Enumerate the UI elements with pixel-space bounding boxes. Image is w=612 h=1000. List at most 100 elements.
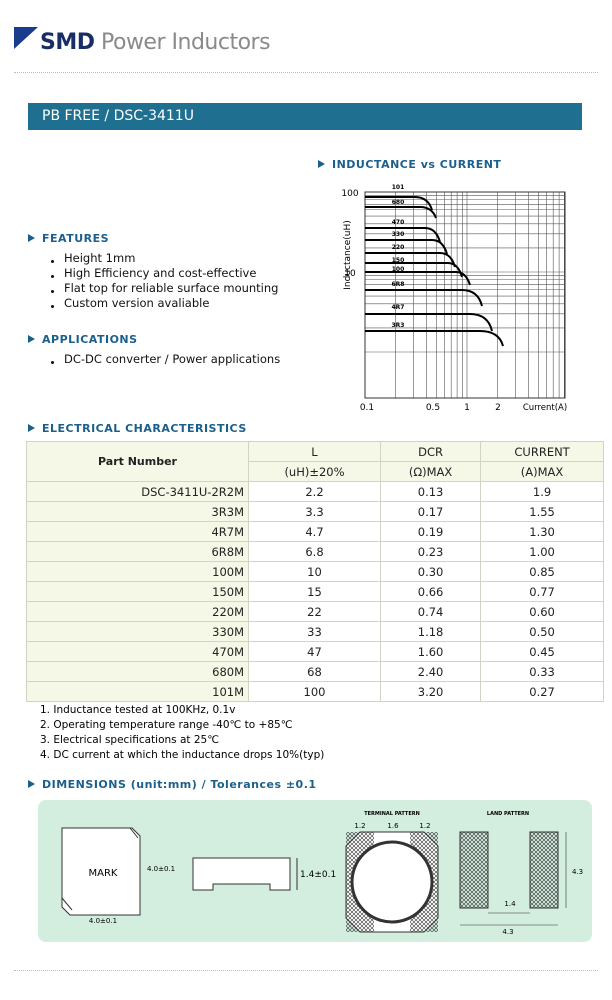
terminal-title: TERMINAL PATTERN (364, 811, 420, 817)
part-number: 6R8M (26, 541, 249, 562)
chart-label: 330 (392, 231, 405, 238)
header-cell: CURRENT (480, 441, 604, 462)
page-title: SMD Power Inductors (40, 30, 271, 55)
table-row: 150M 15 0.66 0.77 (26, 581, 604, 602)
header-cell: DCR (379, 441, 482, 462)
part-number: 150M (26, 581, 249, 602)
land-pad (459, 831, 489, 909)
dim-label: 1.4±0.1 (300, 870, 336, 880)
table-row: 220M 22 0.74 0.60 (26, 601, 604, 622)
header-row: Part Number L DCR CURRENT (26, 441, 604, 482)
note: 2. Operating temperature range -40℃ to +… (40, 719, 293, 731)
note: 4. DC current at which the inductance dr… (40, 749, 325, 761)
chart-label: 0.1 (360, 403, 374, 413)
chart-line (365, 313, 493, 332)
logo-mark (14, 27, 38, 49)
application-list: DC-DC converter / Power applications (38, 352, 280, 367)
chart-line (365, 271, 471, 286)
divider (14, 72, 598, 73)
list-item: Height 1mm (38, 251, 278, 266)
banner: PB FREE / DSC-3411U (28, 103, 582, 130)
chart-label: 6R8 (392, 281, 405, 288)
chart-label: Current(A) (523, 403, 567, 413)
note: 1. Inductance tested at 100KHz, 0.1v (40, 704, 236, 716)
section-heading: INDUCTANCE vs CURRENT (318, 158, 501, 171)
top-view (61, 827, 141, 916)
table-cell: 0.27 (480, 681, 604, 702)
table-cell: 100 (248, 681, 381, 702)
part-number: 330M (26, 621, 249, 642)
chart-line (365, 206, 437, 219)
subheader-cell: (A)MAX (480, 461, 604, 482)
chart-label: 680 (392, 199, 405, 206)
section-heading: FEATURES (28, 232, 109, 245)
chart-label: 470 (392, 219, 405, 226)
chart-line (365, 262, 463, 278)
chart-line (365, 239, 448, 255)
table-row: 680M 68 2.40 0.33 (26, 661, 604, 682)
terminal-pattern (345, 831, 439, 933)
chart-label: 100 (392, 266, 405, 273)
section-heading: DIMENSIONS (unit:mm) / Tolerances ±0.1 (28, 778, 317, 791)
dim-label: 4.0±0.1 (89, 917, 117, 925)
list-item: DC-DC converter / Power applications (38, 352, 280, 367)
dim-label: 1.2 (419, 822, 430, 830)
divider (14, 970, 598, 971)
subheader-row: (uH)±20% (Ω)MAX (A)MAX (27, 461, 604, 482)
spec-table: Part Number L DCR CURRENT (uH)±20% (Ω)MAX (A)M… (26, 441, 604, 702)
subheader-cell: (Ω)MAX (379, 461, 482, 482)
list-item: Custom version avaliable (38, 296, 278, 311)
feature-list: Height 1mm High Efficiency and cost-effec… (38, 251, 278, 311)
table-cell: 3.3 (248, 501, 381, 522)
side-view (192, 857, 291, 891)
chart-label: Inductance(uH) (343, 220, 353, 289)
list-item: High Efficiency and cost-effective (38, 266, 278, 281)
table-cell: 3.20 (379, 681, 482, 702)
table-cell: 0.74 (379, 601, 482, 622)
dimension-panel (38, 800, 592, 942)
table-cell: 47 (248, 641, 381, 662)
chart-label: 150 (392, 257, 405, 264)
chart-line (365, 289, 483, 307)
section-heading: ELECTRICAL CHARACTERISTICS (28, 422, 247, 435)
part-number: 220M (26, 601, 249, 622)
table-cell: 0.77 (480, 581, 604, 602)
chart-label: 100 (341, 189, 358, 199)
dim-label: 1.2 (354, 822, 365, 830)
land-title: LAND PATTERN (487, 811, 529, 817)
table-cell: 0.50 (480, 621, 604, 642)
subheader-cell: (uH)±20% (248, 461, 381, 482)
chart-line (365, 196, 433, 211)
chart-line (364, 191, 566, 399)
mark-label: MARK (89, 868, 118, 879)
dim-label: 4.0±0.1 (147, 865, 175, 873)
table-cell: 0.19 (379, 521, 482, 542)
dim-label: 4.3 (502, 928, 513, 936)
note: 3. Electrical specifications at 25℃ (40, 734, 220, 746)
table-cell: 0.60 (480, 601, 604, 622)
table-cell: 2.40 (379, 661, 482, 682)
chart-line (365, 330, 504, 347)
table-row: 100M 10 0.30 0.85 (26, 561, 604, 582)
chart-line (365, 227, 441, 243)
inductance-chart: 100 10 0.1 0.5 1 2 Current(A) Inductance(uH) 101… (341, 184, 567, 413)
chart-label: 4R7 (392, 304, 405, 311)
dim-label: 1.4 (504, 900, 516, 908)
table-row: 3R3M 3.3 0.17 1.55 (26, 501, 604, 522)
title-rest: Power Inductors (101, 30, 271, 55)
list-item: Flat top for reliable surface mounting (38, 281, 278, 296)
table-row: 6R8M 6.8 0.23 1.00 (26, 541, 604, 562)
notes: 1. Inductance tested at 100KHz, 0.1v 2. O… (40, 703, 324, 763)
table-row: 101M 100 3.20 0.27 (26, 681, 604, 702)
chart-label: 3R3 (392, 322, 405, 329)
table-cell: 0.23 (379, 541, 482, 562)
header-cell: Part Number (26, 441, 249, 482)
dim-label: 1.6 (387, 822, 399, 830)
chart-label: 1 (464, 403, 470, 413)
chart-label: 220 (392, 244, 405, 251)
chart-label: 101 (392, 184, 405, 191)
section-heading: APPLICATIONS (28, 333, 138, 346)
title-bold: SMD (40, 30, 95, 55)
